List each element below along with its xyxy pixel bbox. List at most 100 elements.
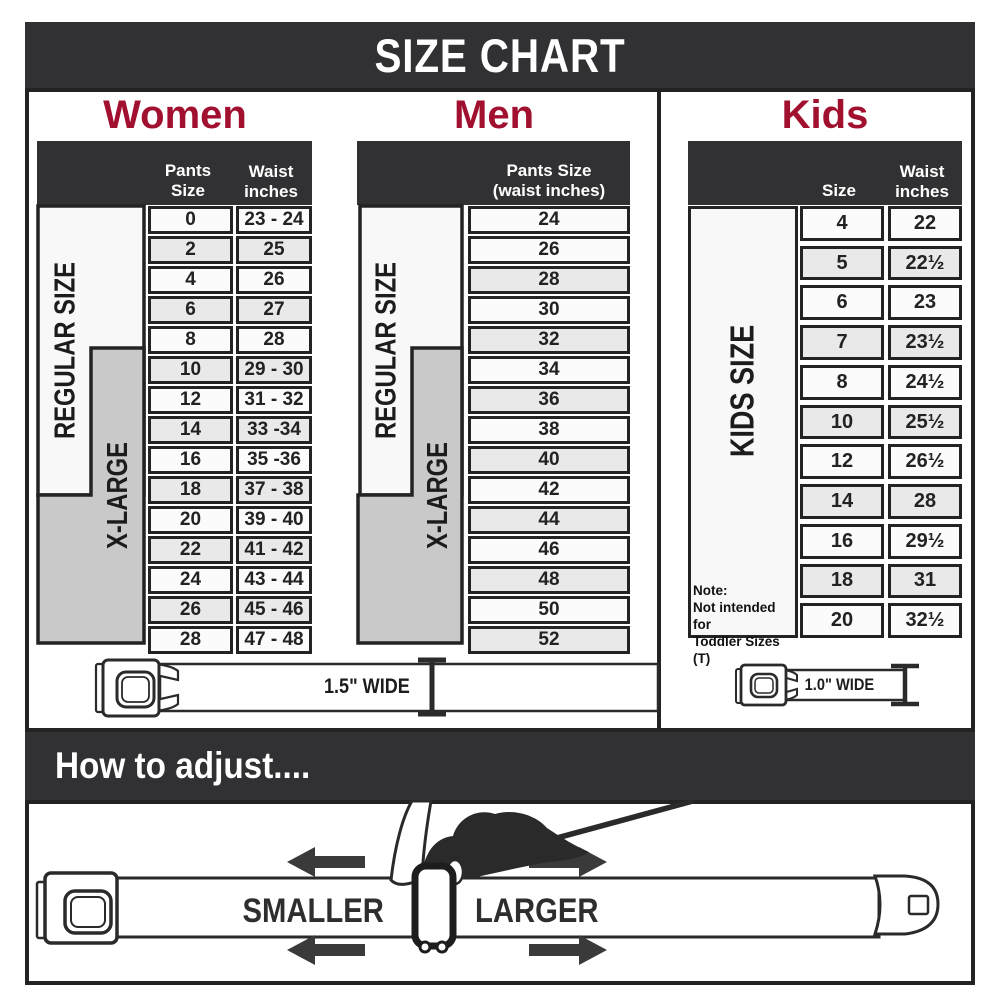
waist-cell: 23 [888, 285, 962, 321]
size-cell: 6 [800, 285, 884, 321]
table-row: 4 22 [800, 206, 962, 241]
table-row: 8 24½ [800, 364, 962, 400]
table-row: 6 23 [800, 285, 962, 321]
adult-belt-width-label: 1.5" WIDE [324, 675, 410, 698]
width-measure-ibeam [891, 663, 919, 707]
table-row: 4 26 [148, 266, 312, 294]
pants-size-cell: 38 [468, 416, 630, 444]
size-cell: 10 [800, 404, 884, 440]
kids-size-box [688, 206, 798, 638]
pants-size-cell: 24 [468, 206, 630, 234]
pants-size-cell: 32 [468, 326, 630, 354]
size-cell: 8 [800, 364, 884, 400]
men-table-rows: 24 26 28 30 32 34 36 38 40 42 44 46 48 5… [468, 206, 630, 654]
belt-adjuster [411, 862, 457, 950]
men-section-title: Men [454, 92, 534, 137]
pants-size-cell: 24 [148, 566, 233, 594]
pants-size-cell: 28 [148, 626, 233, 654]
adjust-illustration [35, 800, 940, 965]
waist-cell: 31 [888, 563, 962, 599]
pants-size-cell: 2 [148, 236, 233, 264]
kids-belt-width-label: 1.0" WIDE [804, 675, 874, 694]
kids-col-size: Size [821, 181, 857, 200]
women-size-group-shapes [36, 204, 146, 645]
pants-size-cell: 0 [148, 206, 233, 234]
pants-size-cell: 48 [468, 566, 630, 594]
table-row: 16 29½ [800, 523, 962, 559]
adult-belt-illustration [94, 657, 660, 718]
kids-size-label: KIDS SIZE [724, 324, 762, 458]
table-row: 8 28 [148, 326, 312, 354]
waist-cell: 28 [888, 484, 962, 519]
page-title: SIZE CHART [374, 28, 626, 82]
buckle-button-inner [121, 676, 150, 703]
table-row: 28 47 - 48 [148, 626, 312, 654]
section-divider [657, 88, 661, 732]
waist-cell: 28 [236, 326, 312, 354]
table-row: 24 43 - 44 [148, 566, 312, 594]
table-row: 20 32½ [800, 603, 962, 639]
table-row: 12 31 - 32 [148, 386, 312, 414]
size-cell: 12 [800, 444, 884, 480]
size-cell: 20 [800, 603, 884, 639]
size-cell: 14 [800, 484, 884, 519]
waist-cell: 41 - 42 [236, 536, 312, 564]
table-row: 20 39 - 40 [148, 506, 312, 534]
table-row: 2 25 [148, 236, 312, 264]
belt-tip [872, 874, 940, 936]
pants-size-cell: 8 [148, 326, 233, 354]
kids-belt-illustration [735, 663, 919, 707]
waist-cell: 23½ [888, 325, 962, 360]
pants-size-cell: 18 [148, 476, 233, 504]
women-xlarge-box [36, 346, 146, 645]
table-row: 7 23½ [800, 325, 962, 360]
how-to-adjust-header: How to adjust.... [25, 732, 975, 800]
width-measure-ibeam [418, 657, 446, 717]
women-table-rows: 0 23 - 24 2 25 4 26 6 27 8 28 10 29 - 30 12 31 … [148, 206, 312, 654]
waist-cell: 25½ [888, 404, 962, 440]
table-row: 12 26½ [800, 444, 962, 480]
men-regular-size-label: REGULAR SIZE [370, 261, 403, 440]
buckle-button-inner [754, 677, 774, 694]
men-table-header [357, 141, 630, 205]
belt-strap [158, 662, 660, 713]
table-row: 16 35 -36 [148, 446, 312, 474]
size-cell: 16 [800, 523, 884, 559]
kids-col-waist: Waist inches [895, 162, 949, 201]
waist-cell: 22½ [888, 245, 962, 281]
women-section-title: Women [103, 92, 247, 137]
kids-note: Note: Not intended for Toddler Sizes (T) [693, 583, 780, 666]
pants-size-cell: 6 [148, 296, 233, 324]
women-col-pants-size: Pants Size [164, 161, 212, 200]
table-row: 5 22½ [800, 245, 962, 281]
belt-strap [783, 668, 907, 702]
pants-size-cell: 34 [468, 356, 630, 384]
pants-size-cell: 36 [468, 386, 630, 414]
adjuster-foot [435, 940, 449, 954]
larger-arrows [529, 847, 607, 965]
kids-table-header [688, 141, 962, 205]
pants-size-cell: 42 [468, 476, 630, 504]
waist-cell: 24½ [888, 364, 962, 400]
pants-size-cell: 26 [148, 596, 233, 624]
waist-cell: 22 [888, 206, 962, 241]
how-to-adjust-title: How to adjust.... [55, 745, 311, 786]
waist-cell: 27 [236, 296, 312, 324]
pants-size-cell: 30 [468, 296, 630, 324]
women-table-header [37, 141, 312, 205]
smaller-label: SMALLER [242, 891, 384, 930]
pants-size-cell: 20 [148, 506, 233, 534]
waist-cell: 26½ [888, 444, 962, 480]
men-xlarge-label: X-LARGE [421, 441, 454, 550]
pants-size-cell: 52 [468, 626, 630, 654]
table-row: 10 25½ [800, 404, 962, 440]
smaller-arrows [287, 847, 365, 965]
waist-cell: 43 - 44 [236, 566, 312, 594]
pants-size-cell: 10 [148, 356, 233, 384]
waist-cell: 26 [236, 266, 312, 294]
kids-table-rows: 4 22 5 22½ 6 23 7 23½ 8 24½ 10 25½ 12 26½ 14 28 … [800, 206, 962, 639]
kids-section-title: Kids [781, 92, 869, 137]
waist-cell: 39 - 40 [236, 506, 312, 534]
pants-size-cell: 50 [468, 596, 630, 624]
table-row: 6 27 [148, 296, 312, 324]
